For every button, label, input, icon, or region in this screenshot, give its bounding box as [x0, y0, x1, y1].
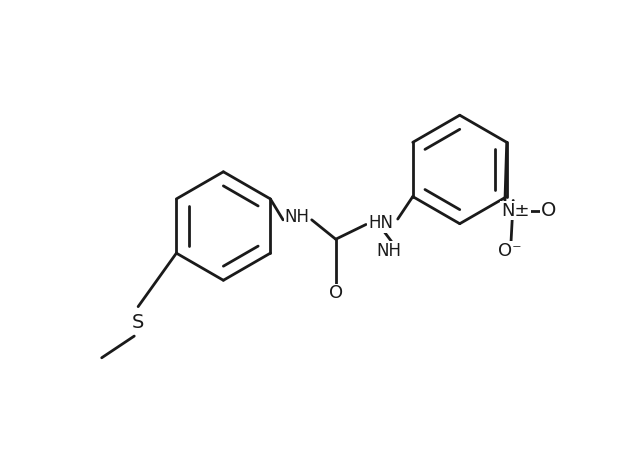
Text: O: O [541, 201, 557, 220]
Text: S: S [132, 313, 144, 332]
Text: O: O [329, 284, 343, 302]
Text: N±: N± [501, 201, 530, 219]
Text: NH: NH [376, 242, 401, 260]
Text: O⁻: O⁻ [499, 242, 522, 260]
Text: HN: HN [368, 214, 393, 232]
Text: NH: NH [285, 208, 310, 226]
